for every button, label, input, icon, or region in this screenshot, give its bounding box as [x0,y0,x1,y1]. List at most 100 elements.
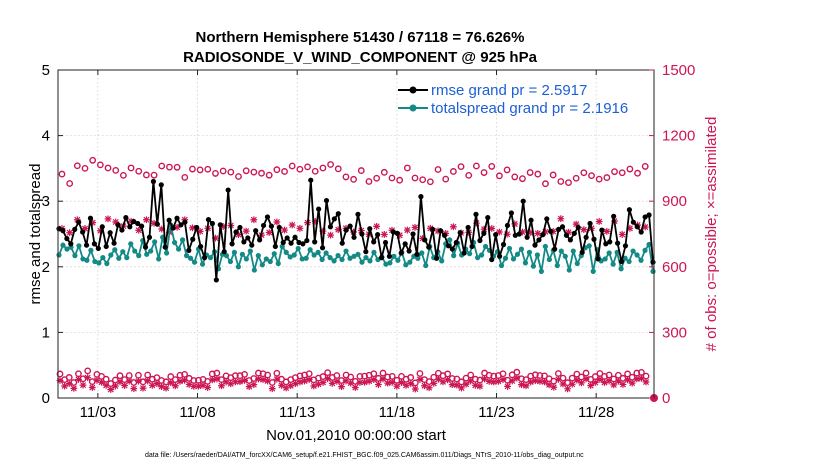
rmse-point [264,214,271,220]
assimilated-lower-point [374,381,382,388]
totalspread-point [478,252,485,258]
assimilated-lower-point [361,378,368,386]
x-tick-label: 11/28 [578,404,614,421]
assimilated-lower-point [601,379,608,386]
assimilated-upper-point [419,234,427,242]
y2-axis-label: # of obs: o=possible; ×=assimilated [703,117,720,352]
possible-lower-point [462,374,470,382]
possible-upper-point [350,175,358,183]
rmse-point [91,241,98,247]
totalspread-point [223,253,230,259]
totalspread-point [175,246,182,252]
assimilated-lower-point [347,379,355,387]
rmse-point [595,256,601,262]
y-tick-label: 4 [42,128,50,145]
totalspread-point [132,248,138,254]
totalspread-point [64,246,70,252]
rmse-point [198,243,204,250]
rmse-point [367,226,373,232]
possible-lower-point [102,375,110,383]
assimilated-upper-point [242,227,250,235]
totalspread-point [199,261,206,267]
rmse-point [323,197,330,204]
totalspread-point [299,256,305,262]
rmse-point [461,250,467,256]
possible-upper-point [557,178,565,185]
rmse-point [508,210,514,216]
rmse-point [571,230,577,236]
totalspread-point [255,253,261,259]
assimilated-lower-point [319,379,327,386]
rmse-point [512,232,518,238]
assimilated-lower-point [416,376,424,383]
assimilated-upper-point [212,234,219,242]
y2-tick-label: 0 [662,390,670,407]
totalspread-point [235,264,241,270]
assimilated-lower-point [536,377,544,385]
chart-title: Northern Hemisphere 51430 / 67118 = 76.6… [196,29,525,46]
assimilated-lower-point [434,375,442,383]
assimilated-lower-point [98,378,105,386]
y-tick-label: 5 [42,62,50,79]
assimilated-upper-point [534,229,542,237]
totalspread-point [447,237,453,243]
totalspread-point [403,262,409,268]
assimilated-lower-point [315,380,322,388]
totalspread-point [164,250,170,256]
assimilated-upper-point [173,223,181,231]
possible-upper-point [66,180,74,187]
assimilated-lower-point [181,376,188,384]
possible-lower-point [411,379,419,387]
possible-upper-point [542,180,549,188]
totalspread-point [586,243,592,249]
assimilated-lower-point [259,376,267,384]
assimilated-lower-point [208,376,216,384]
assimilated-upper-point [449,223,457,231]
assimilated-lower-point [407,380,415,387]
y-axis-label: rmse and totalspread [27,164,44,305]
rmse-point [398,250,404,256]
rmse-point [190,236,196,242]
y2-tick-label: 1500 [662,62,695,79]
totalspread-point [538,268,544,274]
totalspread-point [522,260,529,266]
assimilated-upper-point [380,231,388,238]
rmse-point [64,235,70,242]
assimilated-lower-point [554,376,562,383]
assimilated-upper-point [250,216,258,224]
y2-tick-label: 600 [662,259,687,276]
rmse-point [567,237,573,243]
totalspread-point [554,262,560,269]
totalspread-point [423,262,429,269]
assimilated-lower-point [75,376,82,383]
x-tick-label: 11/23 [478,404,514,421]
assimilated-upper-point [327,231,334,239]
assimilated-upper-point [511,220,519,228]
totalspread-point [56,252,62,258]
possible-upper-point [166,163,173,171]
assimilated-lower-point [573,376,581,384]
assimilated-lower-point [93,376,101,384]
totalspread-point [100,255,106,261]
rmse-point [563,232,570,238]
possible-upper-point [565,179,572,187]
assimilated-lower-point [56,377,64,384]
possible-lower-point [273,369,281,377]
assimilated-lower-point [153,380,161,387]
possible-upper-point [465,171,473,179]
rmse-point [524,234,530,240]
rmse-point [626,207,633,213]
totalspread-point [239,251,245,257]
assimilated-lower-point [453,381,461,389]
possible-upper-point [135,167,143,175]
possible-lower-point [139,378,147,386]
assimilated-lower-point [121,382,128,389]
assimilated-lower-point [167,379,175,387]
rmse-point [371,239,377,245]
rmse-point [532,242,538,248]
totalspread-point [104,260,110,267]
rmse-point [123,215,129,221]
totalspread-point [482,243,489,250]
assimilated-lower-point [550,383,558,391]
rmse-point [453,239,459,246]
